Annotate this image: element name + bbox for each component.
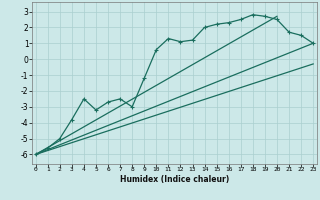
X-axis label: Humidex (Indice chaleur): Humidex (Indice chaleur) <box>120 175 229 184</box>
